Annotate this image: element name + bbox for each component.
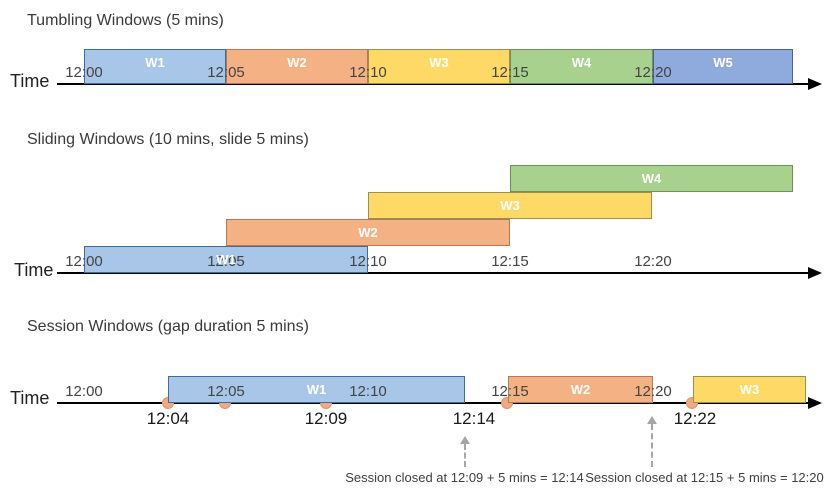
session-axis-arrow-icon (808, 397, 822, 409)
tumbling-window-w2-label: W2 (287, 55, 307, 70)
sliding-tick-12-05: 12:05 (207, 253, 245, 270)
session-time-axis (57, 402, 808, 404)
tumbling-section: Tumbling Windows (5 mins) Time 12:00 12:… (0, 0, 829, 120)
tumbling-time-axis (57, 83, 808, 85)
session-window-w1-label: W1 (306, 382, 327, 397)
sliding-axis-arrow-icon (808, 267, 822, 279)
sliding-window-w4-label: W4 (641, 171, 662, 186)
sliding-axis-label: Time (14, 260, 54, 280)
tumbling-window-w1-label: W1 (145, 55, 165, 70)
sliding-window-w2 (226, 219, 510, 246)
session-window-w2 (508, 376, 653, 403)
session-tick-12-10: 12:10 (349, 383, 387, 400)
annotation-arrow-1-line (464, 444, 466, 467)
sliding-window-w3-label: W3 (500, 198, 520, 213)
event-time-label-12-09: 12:09 (304, 409, 348, 428)
sliding-tick-12-00: 12:00 (65, 253, 103, 270)
sliding-tick-12-20: 12:20 (634, 253, 672, 270)
sliding-tick-12-15: 12:15 (491, 253, 529, 270)
event-time-label-12-14: 12:14 (452, 409, 496, 428)
annotation-arrow-2-icon (647, 416, 657, 424)
session-tick-12-00: 12:00 (65, 383, 103, 400)
sliding-window-w1 (84, 246, 368, 273)
tumbling-window-w1 (84, 49, 226, 84)
session-window-w3-label: W3 (739, 382, 760, 397)
tumbling-axis-arrow-icon (808, 78, 822, 90)
tumbling-window-w3 (368, 49, 510, 84)
tumbling-window-w5 (653, 49, 793, 84)
session-annotation-2: Session closed at 12:15 + 5 mins = 12:20 (585, 470, 824, 485)
tumbling-tick-12-20: 12:20 (634, 64, 672, 81)
annotation-arrow-1-icon (460, 436, 470, 444)
tumbling-tick-12-05: 12:05 (207, 64, 245, 81)
sliding-window-w3 (368, 192, 652, 219)
tumbling-tick-12-00: 12:00 (65, 64, 103, 81)
tumbling-title: Tumbling Windows (5 mins) (27, 12, 224, 29)
sliding-time-axis (57, 272, 808, 274)
sliding-tick-12-10: 12:10 (349, 253, 387, 270)
tumbling-window-w5-label: W5 (713, 55, 733, 70)
tumbling-window-w4 (510, 49, 653, 84)
sliding-window-w1-label: W1 (216, 252, 236, 267)
tumbling-tick-12-10: 12:10 (349, 64, 387, 81)
tumbling-window-w4-label: W4 (571, 55, 592, 70)
tumbling-window-w3-label: W3 (429, 55, 449, 70)
session-window-w3 (693, 376, 806, 403)
sliding-title: Sliding Windows (10 mins, slide 5 mins) (27, 131, 309, 148)
tumbling-tick-12-15: 12:15 (491, 64, 529, 81)
annotation-arrow-2-line (651, 424, 653, 467)
session-annotation-1: Session closed at 12:09 + 5 mins = 12:14 (345, 470, 584, 485)
session-window-w2-label: W2 (570, 382, 591, 397)
session-tick-12-15: 12:15 (491, 383, 529, 400)
event-time-label-12-22: 12:22 (673, 409, 717, 428)
sliding-window-w2-label: W2 (358, 225, 378, 240)
session-axis-label: Time (10, 388, 50, 408)
sliding-window-w4 (510, 165, 793, 192)
tumbling-window-w2 (226, 49, 368, 84)
session-tick-12-20: 12:20 (634, 383, 672, 400)
session-title: Session Windows (gap duration 5 mins) (27, 318, 309, 335)
session-tick-12-05: 12:05 (207, 383, 245, 400)
session-window-w1 (168, 376, 465, 403)
event-time-label-12-04: 12:04 (146, 409, 190, 428)
tumbling-axis-label: Time (10, 71, 50, 91)
